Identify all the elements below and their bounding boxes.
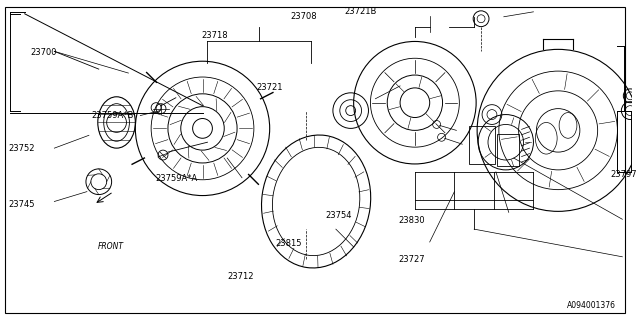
Text: 23708: 23708	[291, 12, 317, 21]
Text: 23754: 23754	[326, 211, 352, 220]
Text: 23752: 23752	[8, 144, 35, 153]
Text: 23745: 23745	[8, 200, 35, 209]
Text: 23759A*B: 23759A*B	[92, 111, 134, 120]
Text: 23727: 23727	[398, 255, 425, 264]
Text: 23830: 23830	[398, 216, 425, 225]
Text: 23815: 23815	[275, 239, 301, 248]
Text: FRONT: FRONT	[98, 243, 124, 252]
Bar	[497, 134, 518, 166]
Text: 23797: 23797	[610, 170, 637, 179]
Text: 23721: 23721	[256, 83, 282, 92]
Text: 23700: 23700	[31, 48, 57, 57]
Text: 23712: 23712	[228, 272, 254, 282]
Bar	[469, 126, 495, 164]
Text: 23721B: 23721B	[344, 7, 377, 16]
Text: 23759A*A: 23759A*A	[155, 174, 197, 183]
Text: 23718: 23718	[202, 31, 228, 40]
Bar	[618, 111, 631, 172]
Text: A094001376: A094001376	[568, 301, 616, 310]
